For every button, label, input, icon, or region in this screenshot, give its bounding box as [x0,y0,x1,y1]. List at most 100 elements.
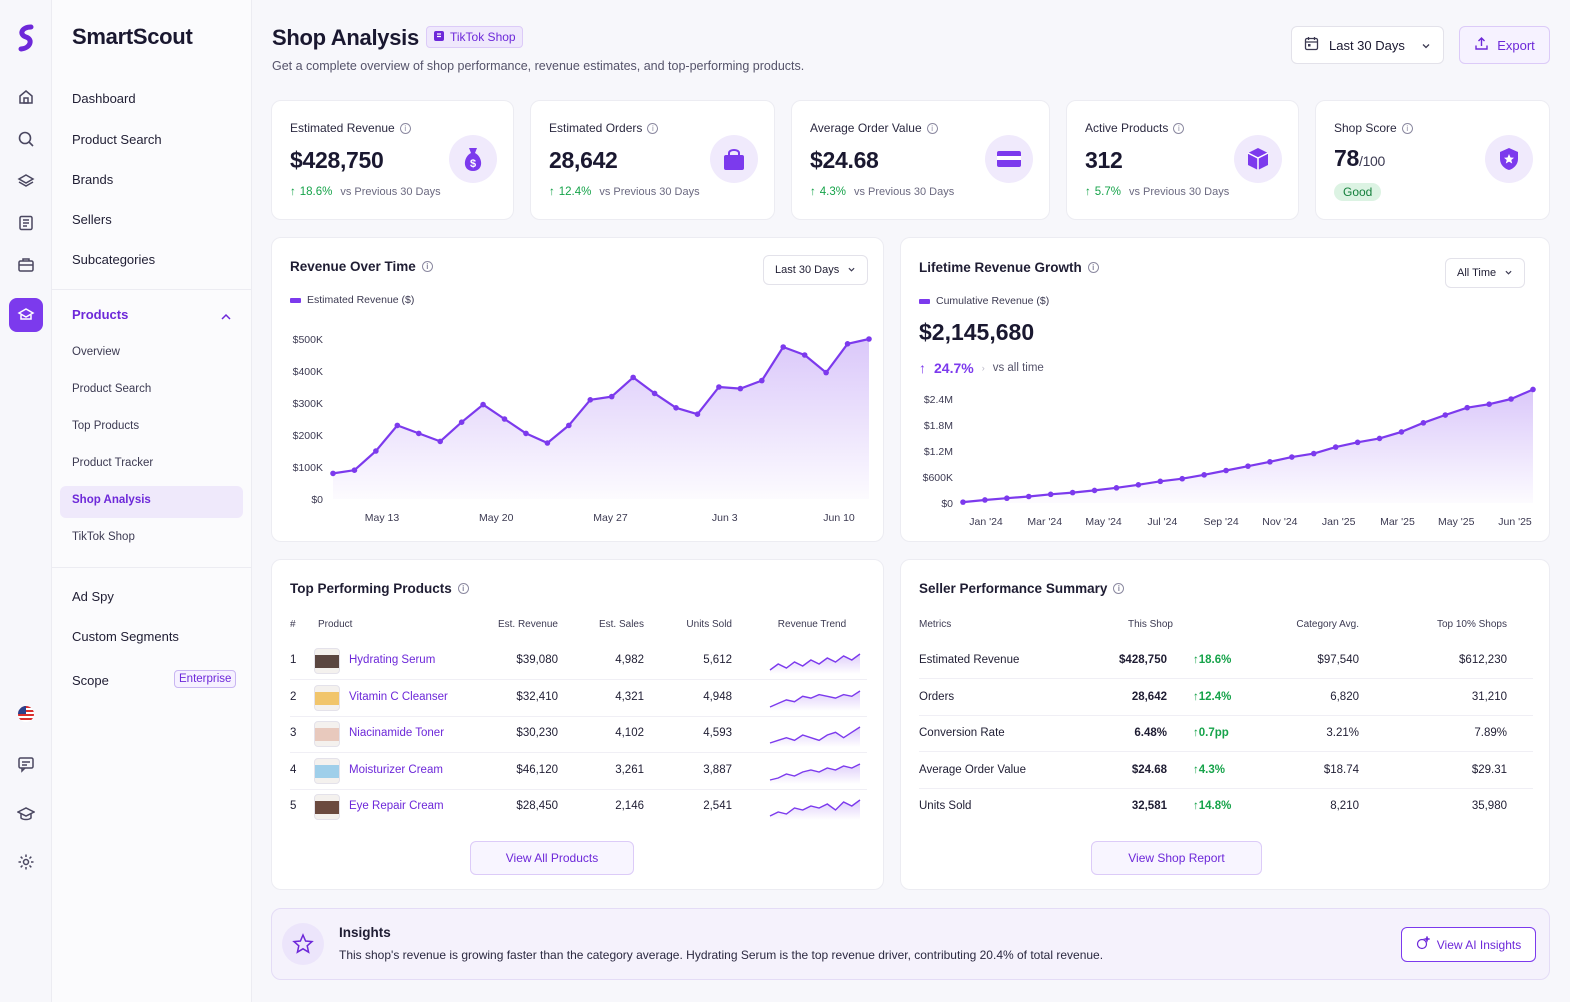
product-name-link[interactable]: Vitamin C Cleanser [349,690,448,703]
product-name-link[interactable]: Eye Repair Cream [349,800,444,812]
products-icon[interactable] [9,298,43,332]
info-icon[interactable]: i [421,261,433,272]
info-icon[interactable]: i [647,122,659,134]
sidebar-sub-product-tracker[interactable]: Product Tracker [72,457,154,469]
data-point[interactable] [1201,472,1207,478]
data-point[interactable] [823,369,829,376]
info-icon[interactable]: i [1087,262,1099,273]
sidebar-sub-shop-analysis[interactable]: Shop Analysis [72,494,151,506]
data-point[interactable] [1332,444,1339,450]
sidebar-item-custom-segments[interactable]: Custom Segments [72,629,179,644]
data-point[interactable] [1047,491,1054,498]
data-point[interactable] [566,422,572,429]
data-point[interactable] [1267,459,1273,465]
data-point[interactable] [1464,404,1471,411]
list-icon[interactable] [9,206,43,240]
data-point[interactable] [1486,401,1492,407]
home-icon[interactable] [9,80,43,114]
data-point[interactable] [801,352,808,358]
sidebar-sub-top-products[interactable]: Top Products [72,420,140,432]
data-point[interactable] [1398,429,1405,435]
data-point[interactable] [373,448,379,454]
data-point[interactable] [480,401,486,408]
data-point[interactable] [1157,478,1164,485]
search-icon[interactable] [9,122,43,156]
sidebar-item-dashboard[interactable]: Dashboard [72,91,136,106]
data-point[interactable] [960,499,966,505]
data-point[interactable] [351,467,358,473]
data-point[interactable] [458,419,465,425]
product-name-link[interactable]: Moisturizer Cream [349,763,443,776]
data-point[interactable] [1113,485,1120,491]
view-ai-insights-button[interactable]: View AI Insights [1401,927,1536,962]
data-point[interactable] [759,377,765,384]
data-point[interactable] [1091,487,1098,494]
data-point[interactable] [1508,396,1514,402]
data-point[interactable] [437,438,443,445]
data-point[interactable] [630,374,636,381]
sidebar-item-brands[interactable]: Brands [72,172,114,187]
chart-range-dropdown[interactable]: All Time [1445,258,1526,288]
data-point[interactable] [737,385,744,392]
view-shop-report-button[interactable]: View Shop Report [1091,841,1262,875]
data-point[interactable] [673,405,679,411]
sidebar-sub-overview[interactable]: Overview [72,346,120,358]
product-name-link[interactable]: Hydrating Serum [349,654,436,666]
data-point[interactable] [415,430,422,437]
data-point[interactable] [866,336,872,342]
data-point[interactable] [1420,420,1427,426]
chevron-up-icon[interactable] [220,309,232,327]
sidebar-item-scope[interactable]: Scope [72,673,109,688]
data-point[interactable] [1354,439,1361,446]
data-point[interactable] [982,497,988,503]
sidebar-item-ad-spy[interactable]: Ad Spy [72,589,114,604]
briefcase-icon[interactable] [9,248,43,282]
data-point[interactable] [844,341,851,347]
data-point[interactable] [330,470,336,477]
sidebar-sub-tiktok-shop[interactable]: TikTok Shop [72,531,135,543]
info-icon[interactable]: i [1173,122,1185,134]
chart-range-dropdown[interactable]: Last 30 Days [763,255,869,285]
data-point[interactable] [523,430,529,437]
sidebar-item-products[interactable]: Products [72,307,129,322]
sidebar-item-subcategories[interactable]: Subcategories [72,252,156,267]
sidebar-item-product-search[interactable]: Product Search [72,132,162,147]
data-point[interactable] [1245,463,1251,469]
flag-icon[interactable] [9,697,43,731]
data-point[interactable] [716,384,722,390]
data-point[interactable] [1004,495,1010,502]
data-point[interactable] [1223,467,1229,474]
gear-icon[interactable] [9,845,43,879]
data-point[interactable] [651,390,658,397]
data-point[interactable] [1289,454,1295,460]
data-point[interactable] [780,344,787,350]
info-icon[interactable]: i [457,583,469,594]
data-point[interactable] [1179,475,1186,482]
data-point[interactable] [587,397,594,403]
info-icon[interactable]: i [1401,122,1413,134]
data-point[interactable] [1025,493,1032,500]
data-point[interactable] [1069,489,1076,496]
product-name-link[interactable]: Niacinamide Toner [349,727,445,739]
data-point[interactable] [394,422,401,429]
data-point[interactable] [1376,435,1383,442]
sidebar-item-sellers[interactable]: Sellers [72,212,112,227]
data-point[interactable] [608,393,615,400]
data-point[interactable] [1530,386,1536,393]
data-point[interactable] [1135,482,1142,488]
layers-icon[interactable] [9,164,43,198]
date-range-dropdown[interactable]: Last 30 Days [1291,26,1444,64]
info-icon[interactable]: i [1113,583,1125,594]
sidebar-sub-product-search[interactable]: Product Search [72,383,152,395]
logo-icon[interactable] [9,21,43,55]
export-button[interactable]: Export [1459,26,1550,64]
data-point[interactable] [544,440,551,446]
data-point[interactable] [1310,450,1317,457]
view-all-products-button[interactable]: View All Products [470,841,634,875]
chat-icon[interactable] [9,747,43,781]
data-point[interactable] [1442,412,1449,418]
data-point[interactable] [501,416,508,422]
graduation-icon[interactable] [9,797,43,831]
info-icon[interactable]: i [399,122,411,134]
data-point[interactable] [694,411,701,417]
